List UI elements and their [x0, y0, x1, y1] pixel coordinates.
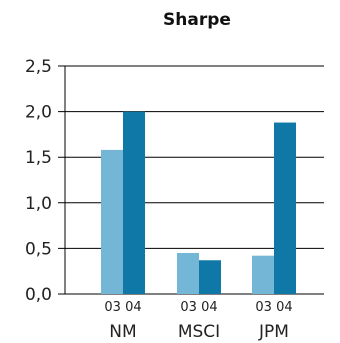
- bar-jpm-04: [274, 122, 296, 294]
- y-tick-label: 1,5: [25, 148, 52, 168]
- category-label-nm: NM: [109, 322, 136, 342]
- period-tick-label: 03 04: [180, 300, 217, 315]
- y-tick-label: 2,5: [25, 57, 52, 77]
- bar-jpm-03: [252, 255, 274, 294]
- y-tick-label: 0,5: [25, 239, 52, 259]
- bar-msci-04: [199, 260, 221, 294]
- chart-title: Sharpe: [163, 10, 231, 30]
- bar-msci-03: [177, 252, 199, 294]
- bar-nm-03: [101, 149, 123, 294]
- category-label-msci: MSCI: [178, 322, 220, 342]
- period-tick-label: 03 04: [255, 300, 292, 315]
- y-tick-label: 1,0: [25, 194, 52, 214]
- y-tick-label: 0,0: [25, 285, 52, 305]
- period-tick-label: 03 04: [104, 300, 141, 315]
- y-tick-label: 2,0: [25, 103, 52, 123]
- bar-nm-04: [123, 111, 145, 294]
- category-label-jpm: JPM: [258, 322, 289, 342]
